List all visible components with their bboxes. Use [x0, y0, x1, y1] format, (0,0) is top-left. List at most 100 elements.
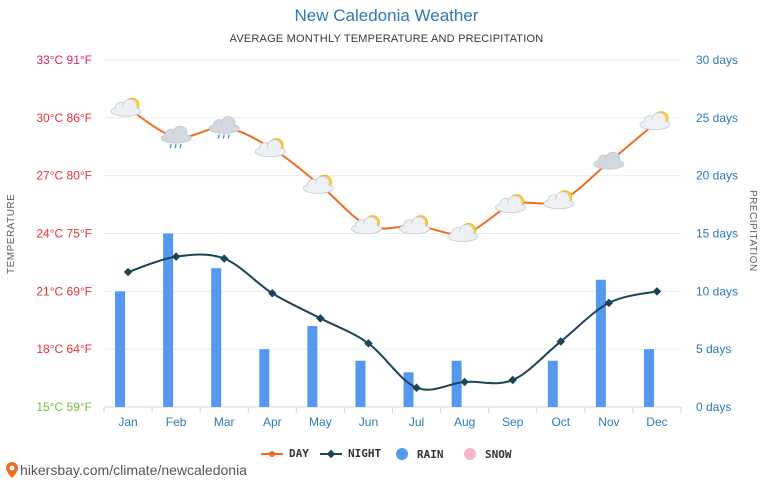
- x-tick-label: Mar: [214, 415, 235, 429]
- rain-bar: [211, 268, 222, 407]
- right-tick-label: 30 days: [696, 53, 738, 67]
- night-series-line: [127, 253, 658, 391]
- rain-bar: [259, 349, 270, 407]
- x-tick-label: Oct: [551, 415, 570, 429]
- x-tick-label: Jul: [409, 415, 424, 429]
- cloud-shape: [256, 147, 285, 156]
- sun-cloud-icon: [351, 215, 382, 235]
- sun-cloud-icon: [110, 97, 142, 117]
- legend-day[interactable]: DAY: [261, 447, 309, 460]
- legend-day-label: DAY: [289, 447, 309, 460]
- sun-cloud-icon: [543, 190, 575, 210]
- right-tick-label: 10 days: [696, 284, 738, 298]
- legend-snow-label: SNOW: [485, 447, 512, 461]
- night-point: [364, 339, 373, 348]
- day-line-icon: [261, 450, 283, 457]
- rain-bar: [403, 372, 414, 407]
- right-tick-label: 5 days: [696, 342, 731, 356]
- x-tick-label: Jan: [118, 415, 137, 429]
- sun-cloud-icon: [495, 194, 527, 213]
- day-series-line: [127, 107, 658, 236]
- night-point: [508, 375, 517, 385]
- night-line-icon: [320, 449, 342, 458]
- cloud-shape: [544, 199, 573, 208]
- rain-bar: [163, 233, 174, 407]
- left-tick-label: 30°C 86°F: [36, 111, 92, 125]
- rain-bar: [115, 291, 126, 407]
- raindrop: [169, 143, 172, 149]
- legend-rain[interactable]: RAIN: [395, 447, 444, 461]
- x-tick-label: May: [309, 415, 332, 429]
- rain-bar: [595, 279, 606, 407]
- chart-subtitle: AVERAGE MONTHLY TEMPERATURE AND PRECIPIT…: [229, 33, 544, 45]
- legend-snow[interactable]: SNOW: [463, 447, 512, 461]
- night-point: [316, 314, 325, 323]
- legend-night-label: NIGHT: [348, 447, 382, 460]
- left-tick-label: 33°C 91°F: [36, 53, 92, 67]
- cloud-rain-icon: [208, 116, 240, 139]
- x-tick-label: Aug: [454, 415, 475, 429]
- source-text: hikersbay.com/climate/newcaledonia: [20, 462, 247, 478]
- right-tick-label: 0 days: [696, 400, 731, 414]
- rain-bar: [355, 360, 366, 407]
- cloud-shape: [640, 120, 669, 129]
- left-tick-label: 18°C 64°F: [36, 342, 92, 356]
- x-tick-label: Feb: [166, 415, 187, 429]
- x-tick-label: Dec: [646, 415, 667, 429]
- raindrop: [222, 134, 225, 139]
- legend-night[interactable]: NIGHT: [320, 447, 381, 460]
- right-tick-label: 15 days: [696, 227, 738, 241]
- legend-rain-label: RAIN: [417, 447, 444, 461]
- night-point: [652, 287, 662, 296]
- rain-bar: [307, 326, 318, 407]
- x-tick-label: Sep: [502, 415, 524, 429]
- sun-cloud-icon: [447, 223, 479, 242]
- cloud-icon: [593, 151, 625, 170]
- x-tick-label: Nov: [598, 415, 619, 429]
- sun-cloud-icon: [639, 111, 671, 131]
- raindrop: [179, 143, 182, 149]
- left-tick-label: 27°C 80°F: [36, 169, 92, 183]
- left-tick-label: 21°C 69°F: [36, 284, 92, 298]
- left-axis-label: TEMPERATURE: [6, 193, 17, 274]
- cloud-shape: [352, 224, 381, 233]
- sun-cloud-icon: [302, 174, 334, 194]
- night-point: [219, 254, 229, 263]
- cloud-shape: [496, 203, 525, 212]
- chart-title: New Caledonia Weather: [294, 6, 479, 25]
- left-tick-label: 24°C 75°F: [36, 227, 92, 241]
- sun-cloud-icon: [254, 138, 286, 158]
- rain-bar: [643, 349, 654, 407]
- cloud-shape: [162, 134, 191, 143]
- snow-dot-icon: [464, 448, 476, 460]
- raindrop: [217, 134, 220, 139]
- cloud-shape: [304, 184, 333, 193]
- sun-cloud-icon: [399, 215, 430, 235]
- location-pin-icon: [6, 462, 18, 478]
- x-tick-label: Apr: [263, 415, 282, 429]
- left-tick-label: 15°C 59°F: [36, 400, 92, 414]
- rain-bar: [547, 360, 558, 407]
- cloud-shape: [210, 124, 239, 133]
- cloud-rain-icon: [160, 125, 192, 149]
- night-point: [412, 383, 421, 392]
- raindrop: [227, 134, 230, 139]
- raindrop: [174, 143, 177, 149]
- night-point: [123, 267, 133, 277]
- cloud-shape: [112, 107, 141, 116]
- legend: DAY NIGHT RAIN SNOW: [0, 447, 773, 463]
- rain-dot-icon: [396, 448, 408, 460]
- source-link[interactable]: hikersbay.com/climate/newcaledonia: [6, 462, 247, 478]
- cloud-shape: [448, 232, 477, 241]
- night-point: [268, 289, 277, 298]
- night-point: [171, 252, 181, 261]
- right-axis-label: PRECIPITATION: [747, 190, 758, 272]
- cloud-shape: [400, 224, 429, 233]
- night-point: [556, 337, 566, 346]
- night-point: [604, 298, 614, 308]
- right-tick-label: 20 days: [696, 169, 738, 183]
- cloud-shape: [594, 160, 623, 169]
- night-point: [460, 377, 469, 387]
- right-tick-label: 25 days: [696, 111, 738, 125]
